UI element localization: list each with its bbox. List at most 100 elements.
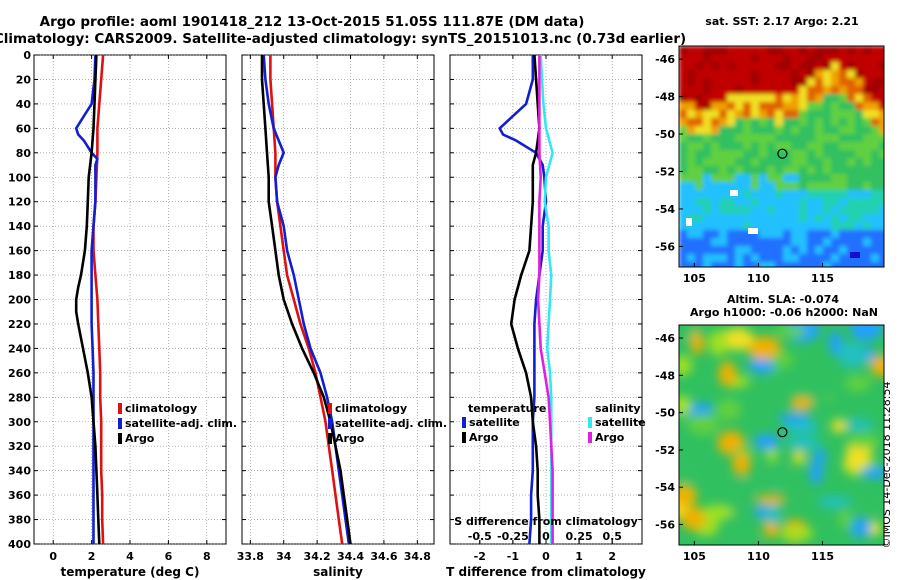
sst-cell [767,54,776,63]
sst-cell [799,254,808,263]
sst-cell [743,238,752,247]
sst-cell [791,230,800,239]
x-tick-label-temperature: 4 [126,550,134,563]
sst-cell [847,238,856,247]
sst-cell [855,206,864,215]
sst-cell [831,254,840,263]
difference-legend-s-argo-swatch [588,432,592,443]
sst-cell [719,198,728,207]
sst-cell [727,222,736,231]
secondary-x-tick-label: 0.5 [602,530,622,543]
sst-cell [759,94,768,103]
sst-cell [751,182,760,191]
sst-patch [730,190,738,196]
sst-cell [711,166,720,175]
sst-patch [850,252,860,258]
sst-cell [743,126,752,135]
sla-blob [817,496,852,508]
sst-cell [863,262,872,267]
sst-cell [863,86,872,95]
sst-cell [703,150,712,159]
sla-blob [792,451,806,464]
sst-cell [735,110,744,119]
sst-cell [703,46,712,55]
difference-legend-s-satellite-swatch [588,417,592,428]
sla-argo-location-marker [777,427,788,438]
sst-cell [687,134,696,143]
sst-cell [759,54,768,63]
sla-blob [870,355,884,377]
sst-cell [847,182,856,191]
sst-cell [847,70,856,79]
sst-cell [759,62,768,71]
sst-cell [839,214,848,223]
sst-cell [687,54,696,63]
sla-blob [838,509,853,529]
sst-cell [807,206,816,215]
sst-cell [807,86,816,95]
sst-cell [703,142,712,151]
sst-cell [831,118,840,127]
sst-cell [751,142,760,151]
sst-cell [799,198,808,207]
map-y-tick-label: -56 [655,240,675,253]
sla-blob [732,452,751,476]
sla-blob [868,521,882,536]
sst-cell [695,62,704,71]
sst-cell [879,214,884,223]
sla-blob [844,374,871,392]
sst-cell [679,230,688,239]
sst-cell [687,254,696,263]
sst-cell [855,182,864,191]
series-line-temperature-satellite [498,55,548,545]
y-tick-label: 200 [8,294,31,307]
sst-cell [871,190,880,199]
sst-cell [775,166,784,175]
sst-cell [807,230,816,239]
sst-cell [751,230,760,239]
sst-cell [767,166,776,175]
sst-cell [879,166,884,175]
sst-cell [847,150,856,159]
sst-cell [823,46,832,55]
sst-cell [727,150,736,159]
sst-cell [759,214,768,223]
sst-cell [711,142,720,151]
sst-cell [855,70,864,79]
sst-cell [839,62,848,71]
y-tick-label: 300 [8,416,31,429]
sst-cell [815,198,824,207]
sst-cell [871,134,880,143]
sst-cell [767,262,776,267]
sst-cell [695,46,704,55]
sst-cell [767,94,776,103]
sst-cell [719,118,728,127]
sst-cell [863,230,872,239]
sst-cell [719,46,728,55]
sst-cell [719,70,728,79]
sst-cell [823,206,832,215]
sst-cell [831,262,840,267]
sst-cell [719,190,728,199]
sst-cell [695,238,704,247]
sst-cell [679,206,688,215]
sst-cell [799,150,808,159]
sst-cell [879,110,884,119]
sst-cell [815,230,824,239]
sst-cell [727,62,736,71]
sst-cell [711,222,720,231]
sst-cell [743,62,752,71]
sst-cell [775,134,784,143]
sla-blob [784,418,819,436]
sst-cell [807,238,816,247]
sst-cell [807,166,816,175]
sst-cell [799,222,808,231]
sst-cell [871,78,880,87]
y-tick-label: 160 [8,245,31,258]
sst-cell [703,110,712,119]
x-tick-label-temperature: 2 [88,550,96,563]
sst-cell [863,222,872,231]
sla-blob [679,485,698,506]
sst-cell [735,238,744,247]
sst-cell [815,102,824,111]
